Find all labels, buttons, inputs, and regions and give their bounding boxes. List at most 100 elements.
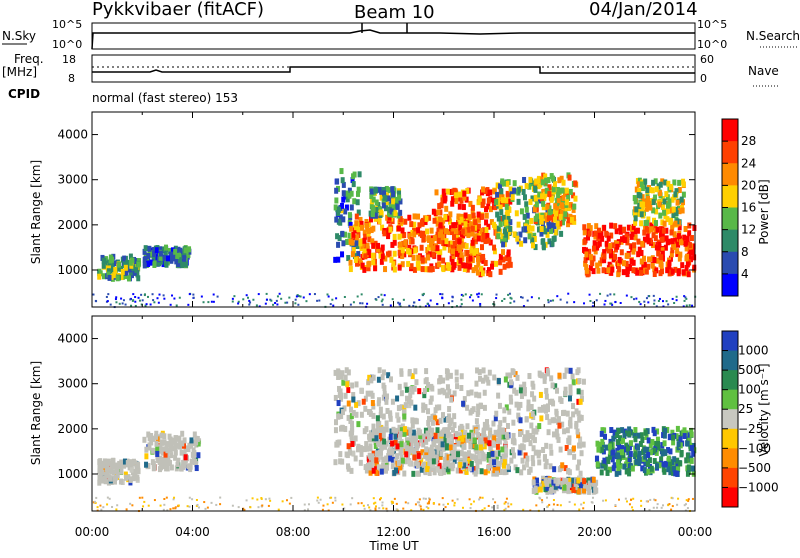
scatter-cell — [571, 403, 576, 410]
scatter-cell — [445, 188, 450, 195]
scatter-cell — [503, 440, 508, 447]
scatter-cell — [464, 468, 469, 475]
scatter-cell — [483, 374, 488, 381]
scatter-cell — [175, 304, 178, 307]
scatter-cell — [448, 372, 453, 379]
scatter-cell — [353, 227, 358, 234]
scatter-cell — [242, 298, 245, 301]
scatter-cell — [477, 369, 482, 376]
scatter-cell — [633, 219, 638, 226]
scatter-cell — [503, 509, 506, 512]
scatter-cell — [456, 244, 461, 251]
scatter-cell — [130, 304, 133, 307]
scatter-cell — [166, 255, 171, 262]
scatter-cell — [155, 446, 160, 453]
scatter-cell — [370, 392, 375, 399]
scatter-cell — [633, 267, 638, 274]
scatter-cell — [677, 208, 682, 215]
scatter-cell — [107, 274, 112, 281]
scatter-cell — [659, 259, 664, 266]
scatter-cell — [375, 206, 380, 213]
scatter-cell — [432, 502, 435, 505]
scatter-cell — [468, 498, 471, 501]
scatter-cell — [564, 444, 569, 451]
scatter-cell — [598, 260, 603, 267]
scatter-cell — [362, 446, 367, 453]
scatter-cell — [345, 196, 350, 203]
scatter-cell — [601, 267, 606, 274]
scatter-cell — [508, 261, 513, 268]
scatter-cell — [298, 295, 301, 298]
scatter-cell — [539, 218, 544, 225]
scatter-cell — [512, 231, 517, 238]
scatter-cell — [660, 247, 665, 254]
nsearch-label: N.Search — [746, 29, 800, 43]
scatter-cell — [539, 225, 544, 232]
scatter-cell — [173, 496, 176, 499]
scatter-cell — [111, 475, 116, 482]
scatter-cell — [602, 457, 607, 464]
scatter-cell — [382, 194, 387, 201]
scatter-cell — [469, 432, 474, 439]
scatter-cell — [555, 220, 560, 227]
scatter-cell — [433, 415, 438, 422]
scatter-cell — [192, 293, 195, 296]
scatter-cell — [549, 227, 554, 234]
scatter-cell — [599, 446, 604, 453]
scatter-cell — [507, 293, 510, 296]
scatter-cell — [457, 203, 462, 210]
scatter-cell — [413, 247, 418, 254]
scatter-cell — [691, 243, 696, 250]
scatter-cell — [438, 377, 443, 384]
scatter-cell — [660, 250, 665, 257]
scatter-cell — [450, 248, 455, 255]
scatter-cell — [638, 207, 643, 214]
scatter-cell — [163, 249, 168, 256]
scatter-cell — [471, 212, 476, 219]
scatter-cell — [461, 400, 466, 407]
x-tick-label: 04:00 — [175, 525, 210, 539]
scatter-cell — [377, 218, 382, 225]
scatter-cell — [380, 497, 383, 500]
scatter-cell — [545, 414, 550, 421]
scatter-cell — [158, 464, 163, 471]
scatter-cell — [219, 503, 222, 506]
scatter-cell — [365, 390, 370, 397]
scatter-cell — [440, 387, 445, 394]
scatter-cell — [194, 439, 199, 446]
scatter-cell — [547, 477, 552, 484]
scatter-cell — [143, 294, 146, 297]
scatter-cell — [365, 242, 370, 249]
scatter-cell — [169, 452, 174, 459]
scatter-cell — [517, 449, 522, 456]
scatter-cell — [383, 266, 388, 273]
scatter-cell — [647, 301, 650, 304]
scatter-cell — [347, 212, 352, 219]
scatter-cell — [503, 297, 506, 300]
scatter-cell — [105, 471, 110, 478]
scatter-cell — [498, 183, 503, 190]
scatter-cell — [671, 434, 676, 441]
scatter-cell — [505, 180, 510, 187]
scatter-cell — [537, 423, 542, 430]
scatter-cell — [406, 260, 411, 267]
scatter-cell — [370, 252, 375, 259]
scatter-cell — [522, 194, 527, 201]
scatter-cell — [95, 496, 98, 499]
scatter-cell — [421, 441, 426, 448]
scatter-cell — [645, 226, 650, 233]
scatter-cell — [343, 295, 346, 298]
scatter-cell — [651, 199, 656, 206]
scatter-cell — [368, 409, 373, 416]
scatter-cell — [93, 500, 96, 503]
scatter-cell — [390, 440, 395, 447]
scatter-cell — [454, 376, 459, 383]
scatter-cell — [470, 294, 473, 297]
scatter-cell — [689, 235, 694, 242]
scatter-cell — [303, 509, 306, 512]
scatter-cell — [359, 411, 364, 418]
scatter-cell — [336, 210, 341, 217]
scatter-cell — [374, 469, 379, 476]
scatter-cell — [415, 470, 420, 477]
scatter-cell — [496, 225, 501, 232]
